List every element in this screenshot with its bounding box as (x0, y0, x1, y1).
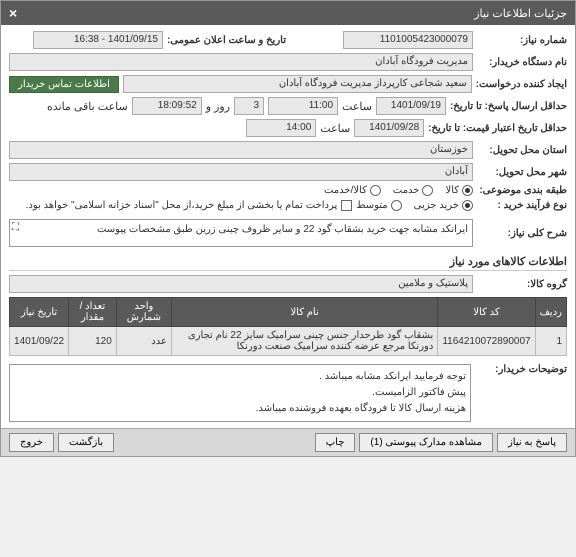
cell-unit: عدد (116, 327, 171, 356)
col-qty: تعداد / مقدار (69, 298, 117, 327)
city-value: آبادان (9, 163, 473, 181)
time-label-2: ساعت (320, 122, 350, 135)
radio-medium[interactable] (391, 200, 402, 211)
expand-icon[interactable]: ⛶ (12, 222, 19, 233)
footer-bar: پاسخ به نیاز مشاهده مدارک پیوستی (1) چاپ… (1, 428, 575, 456)
buyer-notes-box: توجه فرمایید ایرانکد مشابه میباشد . پیش … (9, 364, 471, 422)
dialog-container: جزئیات اطلاعات نیاز × شماره نیاز: 110100… (0, 0, 576, 457)
dialog-title: جزئیات اطلاعات نیاز (474, 7, 567, 20)
days-label: روز و (206, 100, 230, 113)
col-row: ردیف (535, 298, 566, 327)
remaining-time: 18:09:52 (132, 97, 202, 115)
note-line-1: توجه فرمایید ایرانکد مشابه میباشد . (14, 369, 466, 385)
buyer-org-label: نام دستگاه خریدار: (477, 57, 567, 68)
reply-button[interactable]: پاسخ به نیاز (497, 433, 567, 452)
radio-retail[interactable] (462, 200, 473, 211)
back-button[interactable]: بازگشت (58, 433, 114, 452)
desc-box: ⛶ ایرانکد مشابه جهت خرید بشقاب گود 22 و … (9, 219, 473, 247)
announce-datetime-label: تاریخ و ساعت اعلان عمومی: (167, 35, 286, 46)
days-count: 3 (234, 97, 264, 115)
dialog-header: جزئیات اطلاعات نیاز × (1, 1, 575, 25)
exit-button[interactable]: خروج (9, 433, 54, 452)
col-name: نام کالا (171, 298, 437, 327)
requester-value: سعید شجاعی کارپرداز مدیریت فرودگاه آبادا… (123, 75, 472, 93)
goods-section-title: اطلاعات کالاهای مورد نیاز (9, 255, 567, 271)
deadline-date: 1401/09/19 (376, 97, 446, 115)
province-label: استان محل تحویل: (477, 145, 567, 156)
col-unit: واحد شمارش (116, 298, 171, 327)
print-button[interactable]: چاپ (315, 433, 356, 452)
desc-label: شرح کلی نیاز: (477, 228, 567, 239)
purchase-type-radio-group: خرید جزیی متوسط (356, 200, 473, 211)
announce-datetime-value: 1401/09/15 - 16:38 (33, 31, 163, 49)
buyer-org-value: مدیریت فرودگاه آبادان (9, 53, 473, 71)
remaining-label: ساعت باقی مانده (47, 100, 128, 113)
cell-idx: 1 (535, 327, 566, 356)
close-icon[interactable]: × (9, 5, 17, 21)
radio-both[interactable] (370, 185, 381, 196)
content-area: شماره نیاز: 1101005423000079 تاریخ و ساع… (1, 25, 575, 428)
deadline-time: 11:00 (268, 97, 338, 115)
city-label: شهر محل تحویل: (477, 167, 567, 178)
contact-buyer-button[interactable]: اطلاعات تماس خریدار (9, 76, 119, 93)
note-line-3: هزینه ارسال کالا تا فرودگاه بعهده فروشند… (14, 401, 466, 417)
cell-code: 1164210072890007 (438, 327, 535, 356)
radio-khadamat[interactable] (422, 185, 433, 196)
validity-time: 14:00 (246, 119, 316, 137)
buyer-notes-label: توضیحات خریدار: (477, 364, 567, 422)
province-value: خوزستان (9, 141, 473, 159)
goods-group-label: گروه کالا: (477, 279, 567, 290)
note-line-2: پیش فاکتور الزامیست. (14, 385, 466, 401)
validity-date: 1401/09/28 (354, 119, 424, 137)
validity-label: حداقل تاریخ اعتبار قیمت: تا تاریخ: (428, 123, 567, 134)
col-code: کد کالا (438, 298, 535, 327)
time-label-1: ساعت (342, 100, 372, 113)
goods-group-value: پلاستیک و ملامین (9, 275, 473, 293)
table-row: 1 1164210072890007 بشقاب گود طرحدار جنس … (10, 327, 567, 356)
category-label: طبقه بندی موضوعی: (477, 185, 567, 196)
payment-note: پرداخت تمام یا بخشی از مبلغ خرید،از محل … (26, 200, 338, 211)
radio-kala[interactable] (462, 185, 473, 196)
treasury-checkbox[interactable] (341, 200, 352, 211)
deadline-label: حداقل ارسال پاسخ: تا تاریخ: (450, 101, 567, 112)
desc-text: ایرانکد مشابه جهت خرید بشقاب گود 22 و سا… (97, 224, 468, 235)
cell-name: بشقاب گود طرحدار جنس چینی سرامیک سایز 22… (171, 327, 437, 356)
need-number-value: 1101005423000079 (343, 31, 473, 49)
cell-date: 1401/09/22 (10, 327, 69, 356)
attachments-button[interactable]: مشاهده مدارک پیوستی (1) (359, 433, 493, 452)
purchase-type-label: نوع فرآیند خرید : (477, 200, 567, 211)
requester-label: ایجاد کننده درخواست: (476, 79, 567, 90)
goods-table: ردیف کد کالا نام کالا واحد شمارش تعداد /… (9, 297, 567, 356)
category-radio-group: کالا خدمت کالا/خدمت (324, 185, 473, 196)
col-date: تاریخ نیاز (10, 298, 69, 327)
need-number-label: شماره نیاز: (477, 35, 567, 46)
cell-qty: 120 (69, 327, 117, 356)
